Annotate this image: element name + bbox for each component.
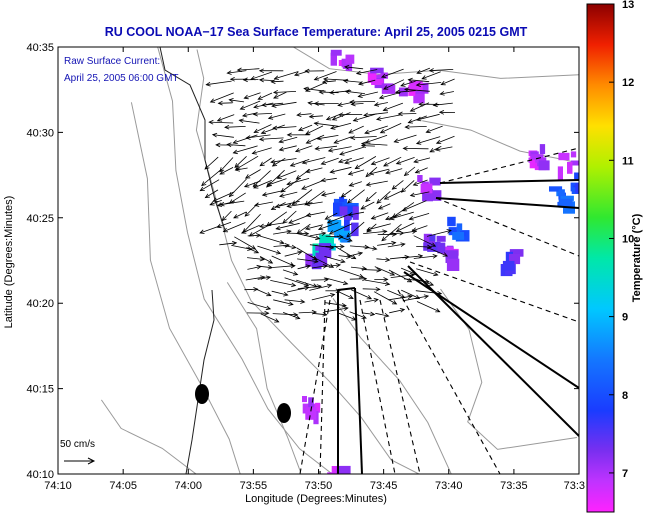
x-tick-label: 74:10 — [44, 480, 72, 492]
temperature-patch — [503, 261, 515, 271]
colorbar-label: Temperature (°C) — [631, 213, 643, 302]
x-tick-label: 73:45 — [370, 480, 398, 492]
current-annotation-line-1: Raw Surface Current: — [64, 56, 160, 67]
temperature-patch — [417, 175, 422, 182]
temperature-patch — [559, 189, 565, 196]
colorbar-tick-label: 9 — [622, 312, 628, 324]
colorbar-tick-label: 13 — [622, 0, 634, 11]
y-tick-label: 40:15 — [26, 384, 54, 396]
temperature-patch — [421, 184, 433, 194]
temperature-patch — [340, 206, 348, 215]
temperature-patch — [539, 160, 550, 170]
temperature-patch — [452, 232, 464, 240]
temperature-patch — [558, 153, 569, 160]
y-tick-label: 40:35 — [26, 42, 54, 54]
x-tick-label: 73:3 — [564, 480, 585, 492]
temperature-patch — [447, 217, 456, 226]
x-tick-label: 73:55 — [240, 480, 268, 492]
temperature-patch — [437, 236, 446, 242]
temperature-patch — [540, 144, 545, 154]
x-tick-label: 73:50 — [305, 480, 333, 492]
colorbar-tick-label: 8 — [622, 390, 628, 402]
y-tick-label: 40:10 — [26, 469, 54, 481]
station-marker — [195, 384, 209, 404]
current-annotation-line-2: April 25, 2005 06:00 GMT — [64, 73, 179, 84]
temperature-patch — [331, 50, 342, 56]
y-axis-label: Latitude (Degrees:Minutes) — [3, 196, 15, 329]
temperature-patch — [558, 166, 563, 179]
colorbar-tick-label: 7 — [622, 468, 628, 480]
x-tick-label: 73:35 — [500, 480, 528, 492]
temperature-patch — [447, 259, 459, 271]
x-tick-label: 74:05 — [109, 480, 137, 492]
temperature-patch — [346, 55, 355, 64]
colorbar-tick-label: 12 — [622, 77, 634, 89]
temperature-patch — [351, 223, 358, 237]
scale-label: 50 cm/s — [60, 439, 95, 450]
temperature-patch — [339, 197, 344, 202]
x-tick-label: 74:00 — [175, 480, 203, 492]
y-tick-label: 40:20 — [26, 298, 54, 310]
y-tick-label: 40:30 — [26, 127, 54, 139]
temperature-patch — [437, 243, 445, 254]
temperature-patch — [567, 162, 573, 174]
colorbar-tick-label: 11 — [622, 155, 634, 167]
temperature-patch — [571, 151, 576, 157]
colorbar-gradient — [587, 4, 614, 512]
y-tick-label: 40:25 — [26, 213, 54, 225]
chart-title: RU COOL NOAA−17 Sea Surface Temperature:… — [105, 25, 528, 39]
temperature-patch — [302, 396, 307, 402]
x-tick-label: 73:40 — [435, 480, 463, 492]
x-axis-label: Longitude (Degrees:Minutes) — [245, 493, 387, 505]
station-marker — [277, 403, 291, 423]
